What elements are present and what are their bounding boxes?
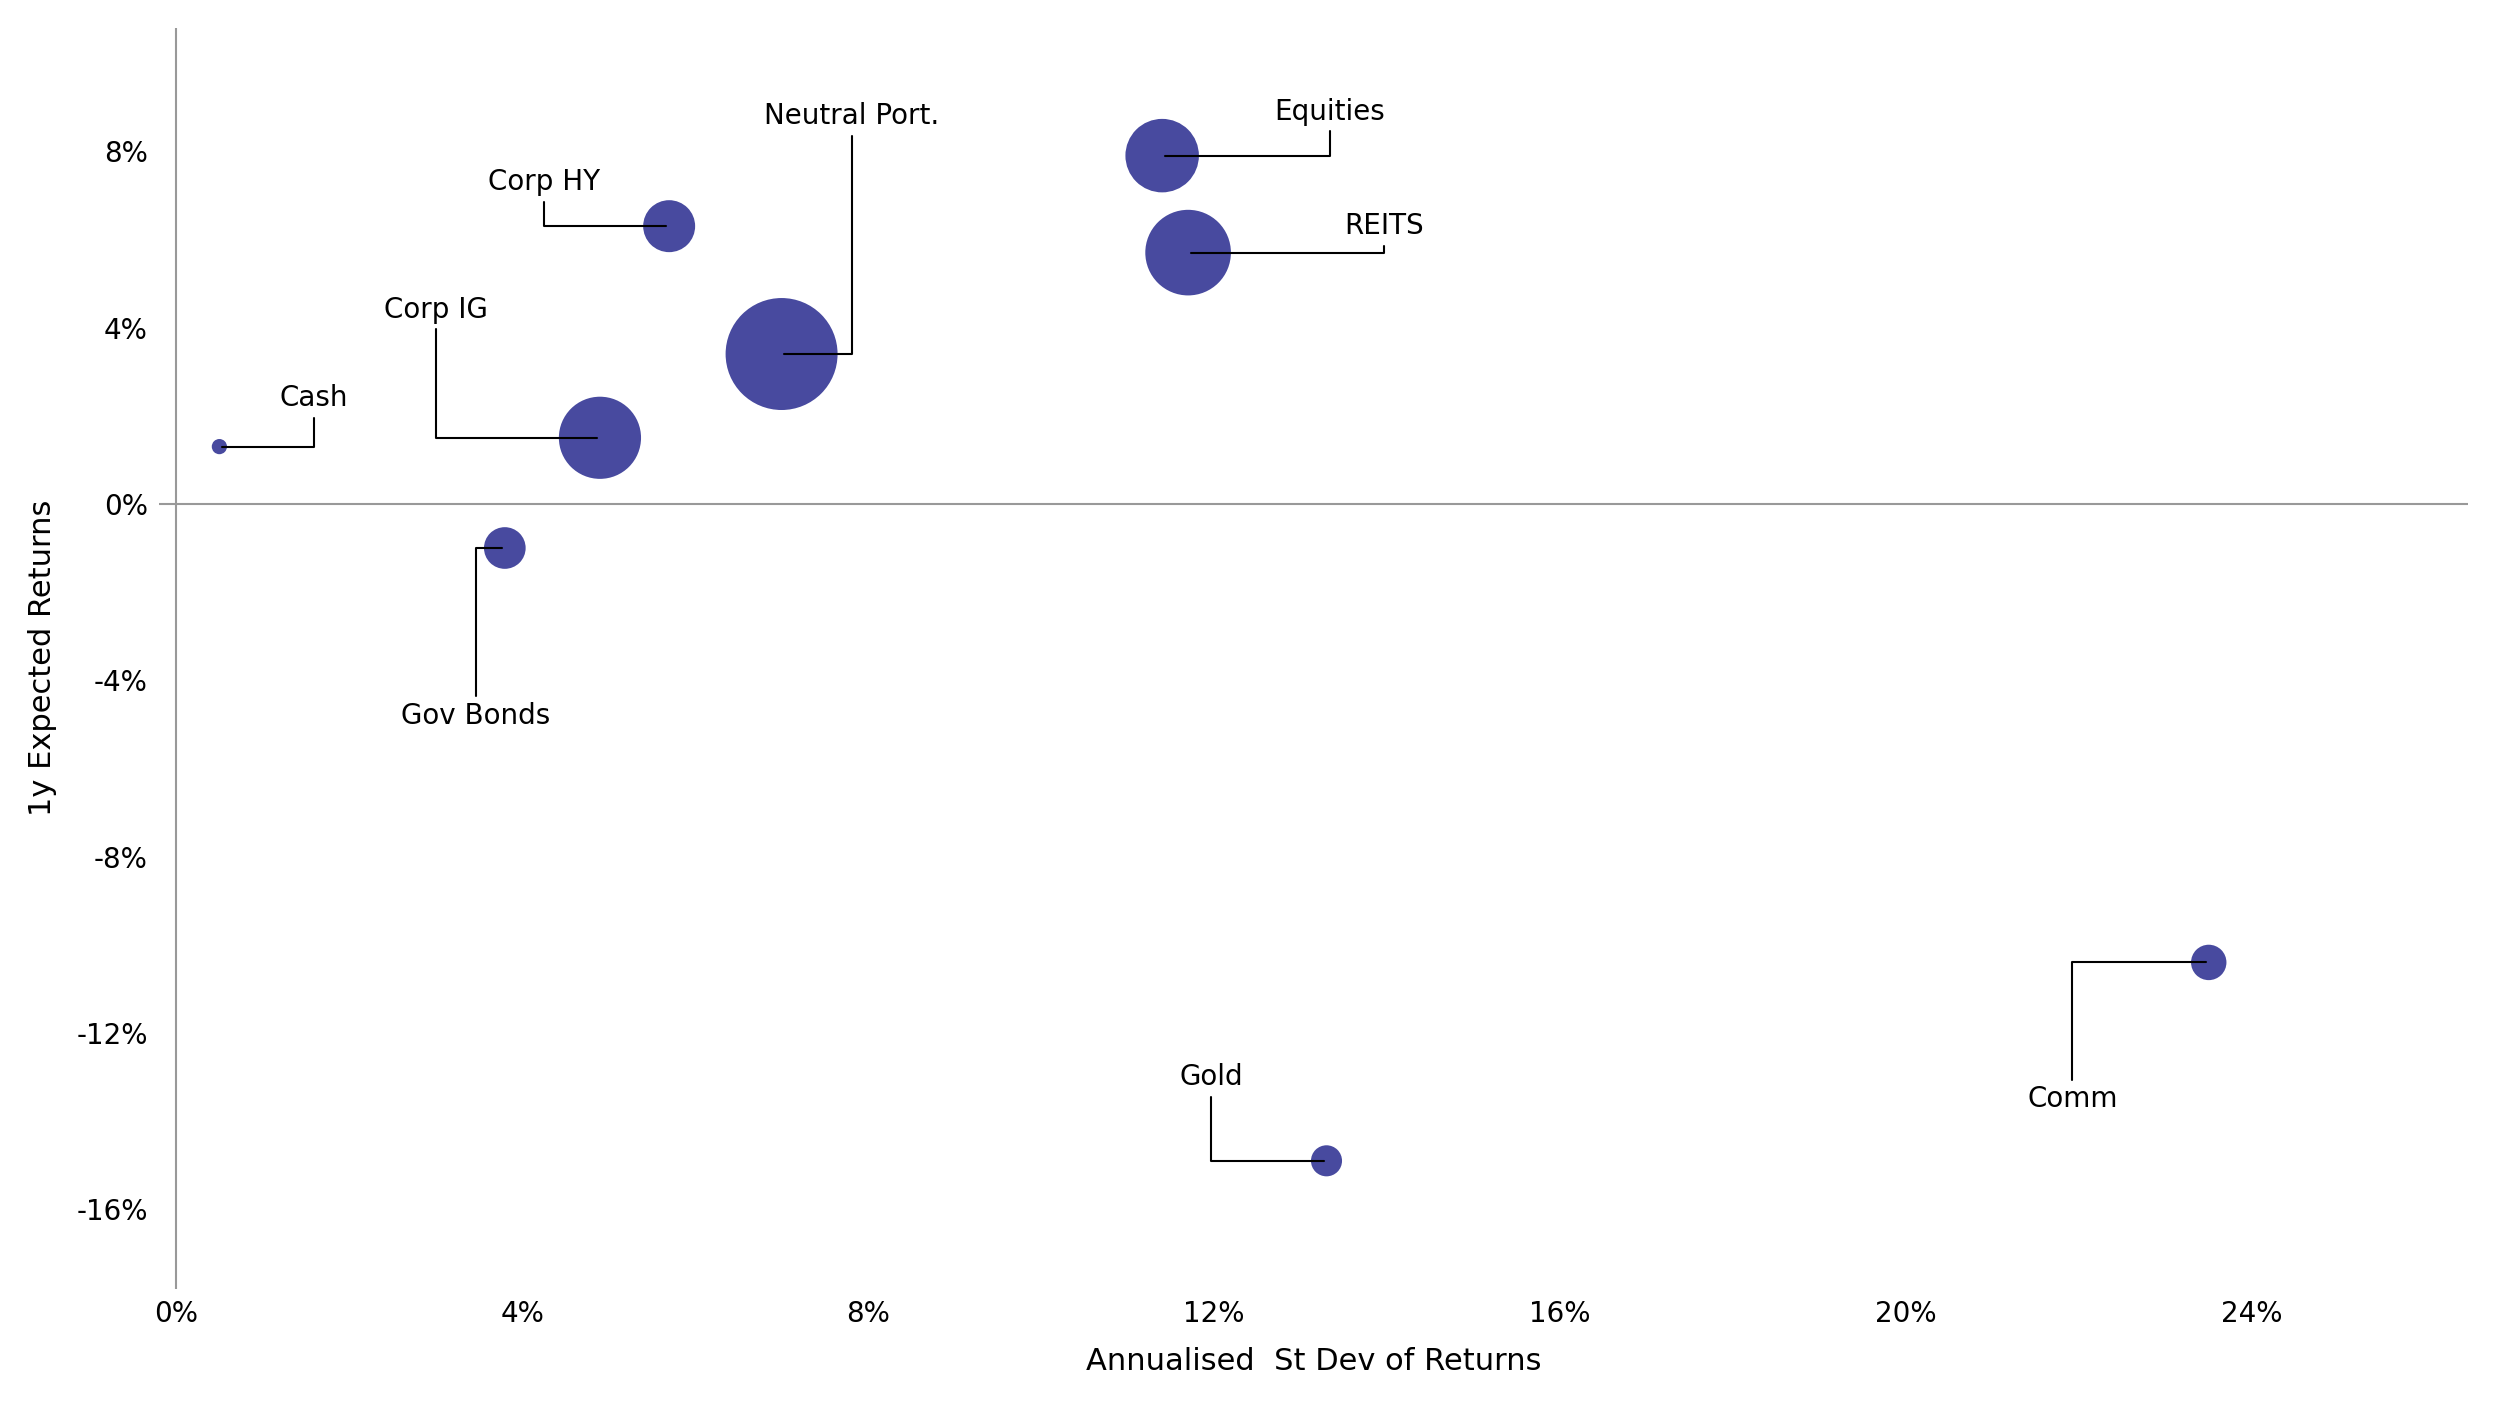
Text: Comm: Comm [2027,962,2206,1113]
Point [649,215,689,237]
Text: Neutral Port.: Neutral Port. [764,102,938,354]
Point [579,427,619,449]
X-axis label: Annualised  St Dev of Returns: Annualised St Dev of Returns [1086,1348,1540,1376]
Text: Equities: Equities [1166,97,1385,156]
Y-axis label: 1y Expected Returns: 1y Expected Returns [27,500,57,816]
Point [2189,951,2229,973]
Point [1168,241,1208,264]
Text: Corp HY: Corp HY [487,168,666,226]
Point [761,343,801,365]
Text: Corp IG: Corp IG [384,296,597,438]
Point [1143,145,1183,167]
Text: REITS: REITS [1191,212,1423,253]
Point [484,536,524,559]
Text: Cash: Cash [222,385,349,446]
Text: Gold: Gold [1181,1063,1323,1161]
Text: Gov Bonds: Gov Bonds [402,548,549,730]
Point [1305,1150,1345,1172]
Point [200,435,240,458]
